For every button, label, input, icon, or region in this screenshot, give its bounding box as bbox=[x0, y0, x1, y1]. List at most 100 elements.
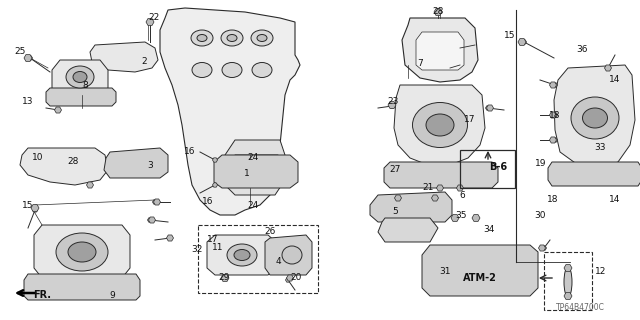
Text: 34: 34 bbox=[483, 226, 495, 235]
Polygon shape bbox=[378, 218, 438, 242]
Text: TP64B4700C: TP64B4700C bbox=[556, 303, 604, 313]
Polygon shape bbox=[31, 204, 39, 212]
Bar bbox=[460, 150, 515, 188]
Text: 5: 5 bbox=[392, 207, 398, 217]
Polygon shape bbox=[605, 65, 611, 71]
Polygon shape bbox=[394, 195, 401, 201]
Polygon shape bbox=[552, 83, 557, 87]
Ellipse shape bbox=[66, 66, 94, 88]
Ellipse shape bbox=[426, 114, 454, 136]
Text: FR.: FR. bbox=[33, 290, 51, 300]
Text: 20: 20 bbox=[291, 274, 301, 283]
Polygon shape bbox=[518, 38, 526, 45]
Text: 35: 35 bbox=[455, 211, 467, 220]
Text: 3: 3 bbox=[147, 161, 153, 170]
Bar bbox=[198, 225, 318, 293]
Polygon shape bbox=[287, 275, 294, 281]
Ellipse shape bbox=[192, 62, 212, 77]
Text: 14: 14 bbox=[609, 196, 621, 204]
Polygon shape bbox=[285, 278, 291, 282]
Polygon shape bbox=[160, 8, 300, 215]
Bar bbox=[544, 252, 592, 310]
Polygon shape bbox=[552, 113, 557, 117]
Ellipse shape bbox=[191, 30, 213, 46]
Polygon shape bbox=[56, 108, 61, 112]
Ellipse shape bbox=[282, 246, 302, 264]
Polygon shape bbox=[541, 246, 547, 250]
Text: 30: 30 bbox=[534, 211, 546, 220]
Ellipse shape bbox=[252, 62, 272, 77]
Ellipse shape bbox=[251, 30, 273, 46]
Ellipse shape bbox=[413, 102, 467, 148]
Polygon shape bbox=[554, 65, 635, 168]
Polygon shape bbox=[384, 162, 498, 188]
Text: 23: 23 bbox=[387, 98, 399, 107]
Polygon shape bbox=[456, 185, 463, 191]
Polygon shape bbox=[605, 66, 611, 70]
Ellipse shape bbox=[227, 244, 257, 266]
Polygon shape bbox=[394, 85, 485, 165]
Text: 15: 15 bbox=[22, 201, 34, 210]
Polygon shape bbox=[390, 104, 394, 108]
Ellipse shape bbox=[582, 108, 607, 128]
Polygon shape bbox=[548, 162, 640, 186]
Polygon shape bbox=[550, 112, 557, 118]
Text: 36: 36 bbox=[576, 45, 588, 54]
Polygon shape bbox=[472, 214, 480, 221]
Polygon shape bbox=[148, 217, 156, 223]
Polygon shape bbox=[550, 137, 557, 143]
Text: 24: 24 bbox=[248, 154, 259, 163]
Text: 14: 14 bbox=[609, 76, 621, 84]
Polygon shape bbox=[388, 101, 396, 108]
Text: 12: 12 bbox=[595, 268, 607, 276]
Polygon shape bbox=[522, 40, 527, 44]
Polygon shape bbox=[52, 60, 108, 95]
Ellipse shape bbox=[73, 71, 87, 83]
Text: 10: 10 bbox=[32, 154, 44, 163]
Ellipse shape bbox=[227, 35, 237, 42]
Polygon shape bbox=[451, 214, 459, 221]
Text: 28: 28 bbox=[67, 157, 79, 166]
Ellipse shape bbox=[234, 250, 250, 260]
Polygon shape bbox=[225, 140, 285, 195]
Text: 29: 29 bbox=[218, 274, 230, 283]
Polygon shape bbox=[104, 148, 168, 178]
Polygon shape bbox=[168, 236, 173, 240]
Text: 19: 19 bbox=[535, 158, 547, 167]
Polygon shape bbox=[86, 182, 93, 188]
Polygon shape bbox=[212, 183, 218, 187]
Ellipse shape bbox=[197, 35, 207, 42]
Text: 16: 16 bbox=[184, 148, 196, 156]
Text: 17: 17 bbox=[207, 236, 219, 244]
Text: 31: 31 bbox=[439, 268, 451, 276]
Ellipse shape bbox=[257, 35, 267, 42]
Text: 18: 18 bbox=[547, 196, 559, 204]
Polygon shape bbox=[230, 155, 282, 180]
Text: 26: 26 bbox=[264, 228, 276, 236]
Text: 9: 9 bbox=[109, 291, 115, 300]
Polygon shape bbox=[34, 225, 130, 278]
Text: 4: 4 bbox=[275, 257, 281, 266]
Text: 15: 15 bbox=[504, 30, 516, 39]
Polygon shape bbox=[538, 245, 545, 251]
Ellipse shape bbox=[56, 233, 108, 271]
Polygon shape bbox=[24, 54, 32, 61]
Text: 18: 18 bbox=[549, 110, 561, 119]
Text: 8: 8 bbox=[82, 81, 88, 90]
Polygon shape bbox=[434, 9, 442, 15]
Text: 6: 6 bbox=[459, 190, 465, 199]
Text: 16: 16 bbox=[202, 197, 214, 206]
Ellipse shape bbox=[68, 242, 96, 262]
Text: 22: 22 bbox=[148, 13, 159, 22]
Polygon shape bbox=[90, 42, 158, 72]
Text: ATM-2: ATM-2 bbox=[463, 273, 497, 283]
Polygon shape bbox=[436, 185, 444, 191]
Ellipse shape bbox=[221, 30, 243, 46]
Text: 28: 28 bbox=[432, 7, 444, 17]
Polygon shape bbox=[207, 235, 276, 275]
Polygon shape bbox=[214, 155, 298, 188]
Polygon shape bbox=[212, 158, 218, 162]
Polygon shape bbox=[152, 200, 157, 204]
Polygon shape bbox=[54, 107, 61, 113]
Polygon shape bbox=[154, 199, 161, 205]
